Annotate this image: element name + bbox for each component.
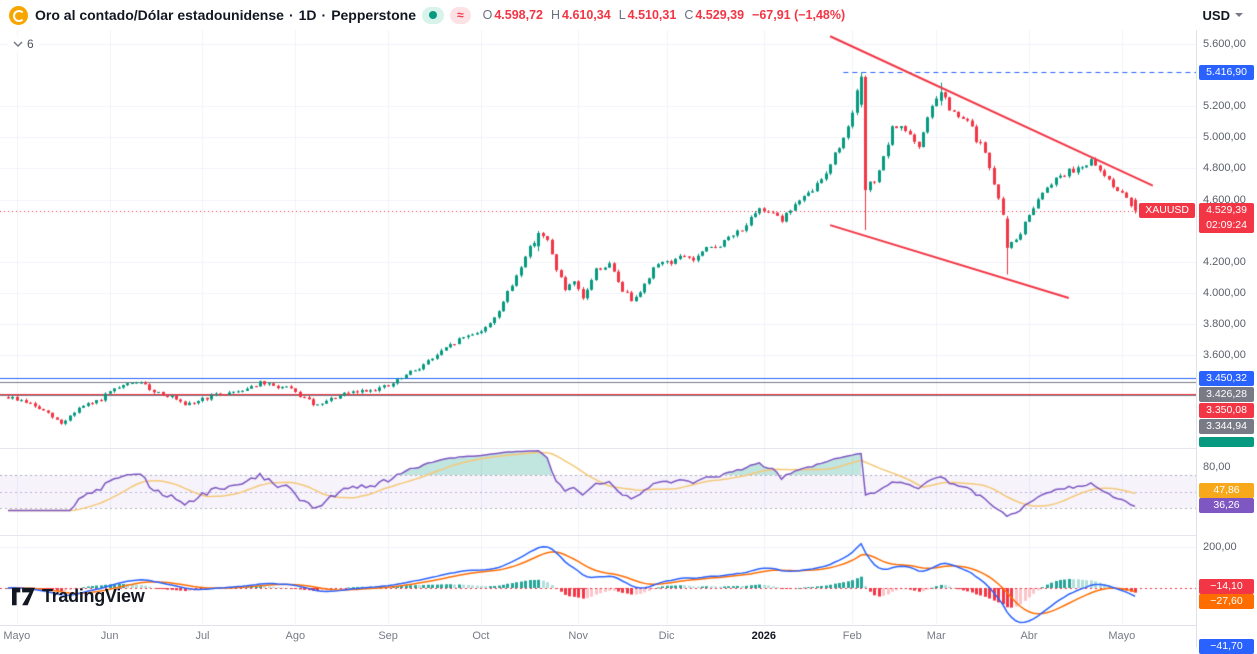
chevron-down-icon (1235, 13, 1243, 17)
axis-tick-label: 200,00 (1203, 541, 1237, 554)
currency-selector[interactable]: USD (1203, 8, 1243, 23)
time-axis-label: Sep (378, 630, 398, 642)
axis-tick-label: 5.600,00 (1203, 38, 1246, 50)
axis-tick-label: 5.200,00 (1203, 100, 1246, 113)
pane-separator[interactable] (0, 535, 1257, 536)
macd-hist-badge: −14,10 (1199, 578, 1254, 594)
time-axis-label: Ago (285, 630, 306, 642)
collapsed-indicators-button[interactable]: 6 (8, 36, 39, 52)
level-badge: 3.344,94 (1199, 418, 1254, 434)
high-label: H (551, 8, 561, 22)
time-axis-label: Jun (100, 630, 119, 642)
close-label: C (684, 8, 694, 22)
ohlc-readout: O 4.598,72 H 4.610,34 L 4.510,31 C 4.529… (483, 8, 846, 22)
time-axis-label: Mayo (3, 630, 31, 642)
broker-label[interactable]: Pepperstone (331, 7, 416, 23)
time-axis-label: 2026 (751, 630, 777, 642)
gold-symbol-icon (9, 5, 28, 25)
axis-tick-label: 3.800,00 (1203, 318, 1246, 331)
time-axis-label: Jul (195, 630, 210, 642)
chart-canvas[interactable] (0, 0, 1196, 647)
axis-tick-label: 4.600,00 (1203, 193, 1246, 206)
rsi-ma-badge: 47,86 (1199, 482, 1254, 498)
axis-tick-label: 5.000,00 (1203, 131, 1246, 144)
interval-label[interactable]: 1D (298, 7, 317, 23)
tradingview-logo-icon (12, 587, 35, 606)
symbol-title[interactable]: Oro al contado/Dólar estadounidense (35, 7, 284, 23)
time-axis-label: Nov (568, 630, 588, 642)
delayed-data-icon[interactable]: ≈ (450, 6, 471, 24)
market-status-icon[interactable] (422, 6, 444, 24)
level-badge: 5.416,90 (1199, 64, 1254, 80)
time-axis-label: Feb (842, 630, 862, 642)
status-dot-icon (429, 11, 437, 19)
title-separator: · (288, 7, 294, 23)
close-value: 4.529,39 (695, 8, 745, 22)
time-axis-label: Abr (1020, 630, 1038, 642)
time-axis[interactable]: Mayo Jun Jul Ago Sep Oct Nov Dic 2026 Feb Mar Abr Ma… (0, 625, 1196, 647)
time-axis-label: Mar (926, 630, 946, 642)
level-badge: 3.426,28 (1199, 386, 1254, 402)
currency-label: USD (1202, 7, 1230, 23)
time-axis-label: Mayo (1108, 630, 1136, 642)
tradingview-logo-text: TradingView (42, 586, 145, 606)
axis-tick-label: 80,00 (1203, 460, 1231, 473)
chart-header: Oro al contado/Dólar estadounidense · 1D… (0, 0, 1257, 30)
level-badge-clipped (1199, 437, 1254, 448)
chevron-down-icon (13, 41, 23, 47)
level-badge: 3.350,08 (1199, 402, 1254, 418)
low-label: L (618, 8, 626, 22)
change-value: −67,91 (−1,48%) (752, 8, 846, 22)
low-value: 4.510,31 (627, 8, 677, 22)
axis-tick-label: 4.200,00 (1203, 255, 1246, 268)
level-badge: 3.450,32 (1199, 370, 1254, 386)
tradingview-logo[interactable]: TradingView (12, 586, 145, 607)
axis-tick-label: 4.000,00 (1203, 286, 1246, 299)
title-separator: · (321, 7, 327, 23)
time-axis-label: Dic (658, 630, 675, 642)
axis-tick-label: 4.800,00 (1203, 162, 1246, 175)
current-price-badge: 4.529,39 02:09:24 (1199, 203, 1254, 234)
time-axis-label: Oct (472, 630, 490, 642)
rsi-value-badge: 36,26 (1199, 498, 1254, 513)
collapsed-indicators-count: 6 (27, 37, 34, 51)
macd-signal-badge: −27,60 (1199, 594, 1254, 609)
high-value: 4.610,34 (562, 8, 611, 22)
axis-tick-label: 3.600,00 (1203, 349, 1246, 362)
price-line-symbol-label: XAUUSD (1139, 203, 1195, 218)
open-label: O (482, 8, 493, 22)
open-value: 4.598,72 (494, 8, 543, 22)
price-axis[interactable]: 5.600,00 5.200,00 5.000,00 4.800,00 4.600,00… (1196, 0, 1257, 654)
pane-separator[interactable] (0, 448, 1257, 449)
